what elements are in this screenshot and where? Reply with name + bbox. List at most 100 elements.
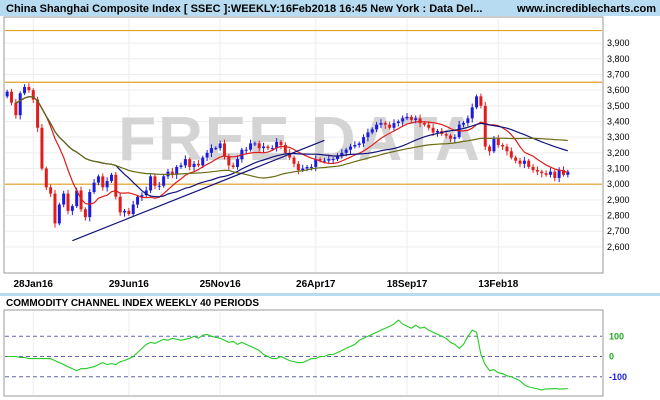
candle-body-12	[57, 204, 61, 224]
candle-body-112	[492, 138, 496, 152]
candle-body-85	[375, 124, 379, 130]
x-axis: 28Jan16 29Jun16 25Nov16 26Apr17 18Sep17 13Feb…	[14, 279, 519, 290]
candle-body-26	[118, 196, 122, 213]
candle-body-117	[514, 157, 518, 161]
candle-body-118	[518, 160, 522, 164]
candle-body-90	[396, 121, 400, 124]
candle-body-86	[379, 123, 383, 125]
candle-body-42	[188, 159, 192, 167]
candle-body-73	[322, 160, 326, 162]
candle-body-0	[5, 91, 9, 97]
source-url[interactable]: www.incrediblecharts.com	[516, 3, 656, 15]
candle-body-94	[414, 118, 418, 120]
candle-body-49	[218, 143, 222, 149]
y-tick-label-9: 3,500	[607, 101, 630, 111]
candle-body-95	[418, 118, 422, 124]
x-tick-label-1: 29Jun16	[109, 279, 149, 290]
candle-body-25	[114, 174, 118, 197]
candle-body-119	[522, 160, 526, 164]
candle-body-108	[475, 96, 479, 108]
candle-body-87	[383, 123, 387, 125]
candle-body-72	[318, 159, 322, 161]
candle-body-27	[123, 210, 127, 213]
candle-body-106	[466, 118, 470, 124]
candle-body-34	[153, 176, 157, 186]
candle-body-30	[136, 196, 140, 205]
candle-body-28	[127, 210, 131, 214]
candle-body-93	[409, 116, 413, 120]
candle-body-128	[561, 170, 565, 175]
ma-line-ma_slow	[15, 96, 568, 179]
cci-y-axis: 100 0 -100	[609, 331, 627, 381]
y-tick-label-4: 3,000	[607, 179, 630, 189]
candle-body-88	[388, 124, 392, 128]
cci-grid	[32, 312, 499, 395]
cci-bands	[5, 335, 602, 378]
candle-body-99	[435, 130, 439, 133]
candle-body-10	[49, 187, 53, 194]
candle-body-35	[157, 185, 161, 187]
candle-body-92	[405, 116, 409, 119]
y-tick-label-11: 3,700	[607, 69, 630, 79]
candle-body-83	[366, 132, 370, 138]
cci-line	[7, 319, 568, 391]
candle-body-96	[422, 123, 426, 125]
candle-body-55	[244, 149, 248, 151]
y-tick-label-6: 3,200	[607, 148, 630, 158]
candle-body-45	[201, 157, 205, 166]
candle-body-76	[335, 155, 339, 160]
y-tick-label-5: 3,100	[607, 164, 630, 174]
candle-body-52	[231, 165, 235, 167]
candle-body-13	[62, 193, 66, 205]
candle-body-70	[309, 166, 313, 168]
candle-body-81	[357, 143, 361, 145]
candle-body-125	[548, 171, 552, 175]
candle-body-29	[131, 204, 135, 214]
watermark: FREE DATA	[118, 105, 482, 174]
cci-title: COMMODITY CHANNEL INDEX WEEKLY 40 PERIOD…	[6, 298, 259, 309]
candle-body-17	[79, 190, 83, 210]
candle-body-20	[92, 182, 96, 193]
candle-body-68	[301, 168, 305, 171]
candle-body-1	[10, 91, 14, 103]
y-tick-label-8: 3,400	[607, 116, 630, 126]
candle-body-11	[53, 193, 57, 224]
candle-body-65	[288, 152, 292, 158]
candle-body-120	[527, 160, 531, 167]
y-tick-label-10: 3,600	[607, 85, 630, 95]
candle-body-48	[214, 148, 218, 150]
x-tick-label-5: 13Feb18	[478, 279, 518, 290]
candle-body-14	[66, 193, 70, 211]
candle-body-122	[535, 170, 539, 172]
y-tick-label-0: 2,600	[607, 242, 630, 252]
candle-body-66	[292, 157, 296, 164]
candle-body-58	[257, 143, 261, 149]
candle-body-127	[557, 170, 561, 178]
x-tick-label-4: 18Sep17	[387, 279, 428, 290]
candle-body-80	[353, 145, 357, 147]
candle-body-109	[479, 96, 483, 106]
trend-line-group	[72, 139, 325, 242]
candle-body-89	[392, 123, 396, 128]
candle-body-36	[162, 176, 166, 186]
candle-body-124	[544, 173, 548, 175]
y-tick-label-7: 3,300	[607, 132, 630, 142]
candle-body-71	[314, 159, 318, 167]
candle-body-121	[531, 166, 535, 171]
cci-tick-label-2: -100	[609, 372, 627, 382]
candle-body-53	[236, 159, 240, 167]
candle-body-57	[253, 143, 257, 145]
candle-body-113	[496, 138, 500, 145]
candle-body-32	[144, 190, 148, 196]
candle-body-69	[305, 166, 309, 169]
candle-body-22	[101, 176, 105, 188]
candle-body-39	[175, 166, 179, 175]
candle-body-126	[553, 171, 557, 178]
candle-body-56	[249, 143, 253, 150]
y-tick-label-1: 2,700	[607, 226, 630, 236]
candle-body-40	[179, 165, 183, 167]
candle-body-18	[83, 209, 87, 218]
candle-body-24	[109, 174, 113, 182]
